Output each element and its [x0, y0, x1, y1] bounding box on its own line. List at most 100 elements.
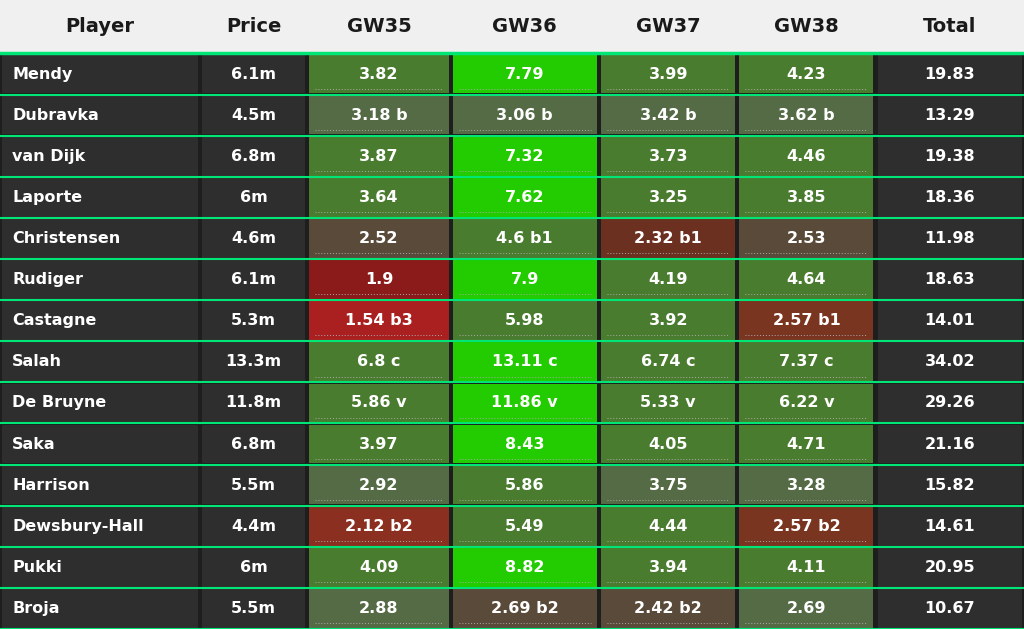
Bar [739, 219, 873, 258]
Bar [601, 96, 735, 135]
Text: 3.87: 3.87 [359, 148, 398, 164]
Bar [2, 96, 198, 135]
Bar [739, 425, 873, 464]
Text: 4.46: 4.46 [786, 148, 826, 164]
Text: 5.98: 5.98 [505, 313, 545, 328]
Bar [202, 342, 305, 381]
Text: 4.23: 4.23 [786, 67, 826, 82]
Text: 7.9: 7.9 [511, 272, 539, 287]
Text: 5.3m: 5.3m [231, 313, 275, 328]
Bar [878, 178, 1022, 216]
Bar [453, 260, 597, 299]
Text: 5.5m: 5.5m [231, 601, 275, 616]
Text: 8.43: 8.43 [505, 437, 545, 452]
Text: 11.86 v: 11.86 v [492, 396, 558, 410]
Bar [2, 384, 198, 422]
Bar [453, 219, 597, 258]
Bar [202, 260, 305, 299]
Text: 4.11: 4.11 [786, 560, 826, 575]
Text: 3.28: 3.28 [786, 477, 826, 493]
Bar [309, 301, 449, 340]
Bar [739, 342, 873, 381]
Text: De Bruyne: De Bruyne [12, 396, 106, 410]
Text: 29.26: 29.26 [925, 396, 975, 410]
Bar [309, 96, 449, 135]
Text: 4.6 b1: 4.6 b1 [497, 231, 553, 246]
Text: 15.82: 15.82 [925, 477, 975, 493]
Text: 3.82: 3.82 [359, 67, 398, 82]
Bar [601, 589, 735, 628]
Text: 14.61: 14.61 [925, 519, 975, 534]
Text: 11.98: 11.98 [925, 231, 975, 246]
Bar [739, 178, 873, 216]
Bar [878, 507, 1022, 545]
Bar [202, 219, 305, 258]
Text: 4.09: 4.09 [359, 560, 398, 575]
Bar [878, 384, 1022, 422]
Bar [309, 507, 449, 545]
Text: 3.42 b: 3.42 b [640, 108, 696, 123]
Text: 2.52: 2.52 [359, 231, 398, 246]
Bar [739, 466, 873, 504]
Bar [739, 548, 873, 587]
Bar [309, 342, 449, 381]
Bar [309, 589, 449, 628]
Bar [453, 425, 597, 464]
Text: 19.83: 19.83 [925, 67, 975, 82]
Bar [309, 55, 449, 93]
Text: 6.8 c: 6.8 c [357, 354, 400, 369]
Text: Dubravka: Dubravka [12, 108, 99, 123]
Bar [453, 342, 597, 381]
Text: Christensen: Christensen [12, 231, 121, 246]
Text: 6.74 c: 6.74 c [641, 354, 695, 369]
Text: Castagne: Castagne [12, 313, 96, 328]
Text: 11.8m: 11.8m [225, 396, 282, 410]
Bar [601, 260, 735, 299]
Bar [2, 342, 198, 381]
Text: 6.1m: 6.1m [231, 272, 275, 287]
Bar [878, 55, 1022, 93]
Bar [202, 137, 305, 175]
Bar [601, 507, 735, 545]
Bar [601, 425, 735, 464]
Text: 2.32 b1: 2.32 b1 [634, 231, 702, 246]
Text: 3.75: 3.75 [648, 477, 688, 493]
Text: 10.67: 10.67 [925, 601, 975, 616]
Text: 2.12 b2: 2.12 b2 [345, 519, 413, 534]
Bar [739, 55, 873, 93]
Text: GW38: GW38 [774, 17, 839, 36]
Bar [309, 137, 449, 175]
Text: 3.85: 3.85 [786, 190, 826, 205]
Text: 3.18 b: 3.18 b [350, 108, 408, 123]
Text: 2.88: 2.88 [359, 601, 398, 616]
Bar [202, 548, 305, 587]
Bar [878, 342, 1022, 381]
Bar [309, 384, 449, 422]
Text: 3.94: 3.94 [648, 560, 688, 575]
Text: 4.6m: 4.6m [231, 231, 275, 246]
Bar [739, 507, 873, 545]
Bar [202, 466, 305, 504]
Text: 6m: 6m [240, 560, 267, 575]
Text: 7.32: 7.32 [505, 148, 545, 164]
Text: Saka: Saka [12, 437, 56, 452]
Text: 6.8m: 6.8m [231, 437, 275, 452]
Bar [878, 301, 1022, 340]
Bar [601, 219, 735, 258]
Bar [453, 507, 597, 545]
Text: GW35: GW35 [346, 17, 412, 36]
Bar [2, 137, 198, 175]
Bar [202, 55, 305, 93]
Text: 2.57 b2: 2.57 b2 [772, 519, 841, 534]
Bar [453, 466, 597, 504]
Bar [2, 589, 198, 628]
Bar [2, 301, 198, 340]
Bar [2, 507, 198, 545]
Text: 5.86: 5.86 [505, 477, 545, 493]
Text: 3.92: 3.92 [648, 313, 688, 328]
Bar [739, 301, 873, 340]
Text: Laporte: Laporte [12, 190, 82, 205]
Bar [309, 219, 449, 258]
Text: van Dijk: van Dijk [12, 148, 86, 164]
Bar [601, 384, 735, 422]
